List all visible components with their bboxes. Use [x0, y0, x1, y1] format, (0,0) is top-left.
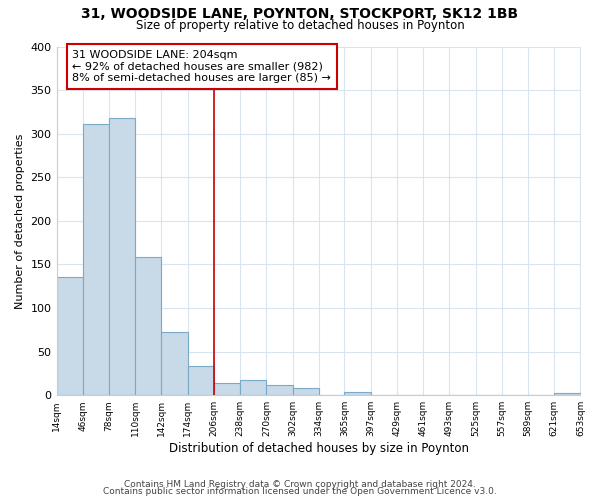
Text: Contains HM Land Registry data © Crown copyright and database right 2024.: Contains HM Land Registry data © Crown c…: [124, 480, 476, 489]
Text: 31 WOODSIDE LANE: 204sqm
← 92% of detached houses are smaller (982)
8% of semi-d: 31 WOODSIDE LANE: 204sqm ← 92% of detach…: [72, 50, 331, 83]
Text: Size of property relative to detached houses in Poynton: Size of property relative to detached ho…: [136, 18, 464, 32]
X-axis label: Distribution of detached houses by size in Poynton: Distribution of detached houses by size …: [169, 442, 469, 455]
Bar: [56, 276, 83, 395]
Bar: [135, 258, 161, 395]
Text: 31, WOODSIDE LANE, POYNTON, STOCKPORT, SK12 1BB: 31, WOODSIDE LANE, POYNTON, STOCKPORT, S…: [82, 8, 518, 22]
Bar: [344, 392, 371, 395]
Bar: [293, 388, 319, 395]
Bar: [109, 118, 135, 395]
Bar: [188, 366, 214, 395]
Text: Contains public sector information licensed under the Open Government Licence v3: Contains public sector information licen…: [103, 487, 497, 496]
Bar: [266, 384, 293, 395]
Bar: [214, 383, 240, 395]
Bar: [83, 124, 109, 395]
Y-axis label: Number of detached properties: Number of detached properties: [15, 133, 25, 308]
Bar: [161, 332, 188, 395]
Bar: [240, 380, 266, 395]
Bar: [554, 392, 581, 395]
